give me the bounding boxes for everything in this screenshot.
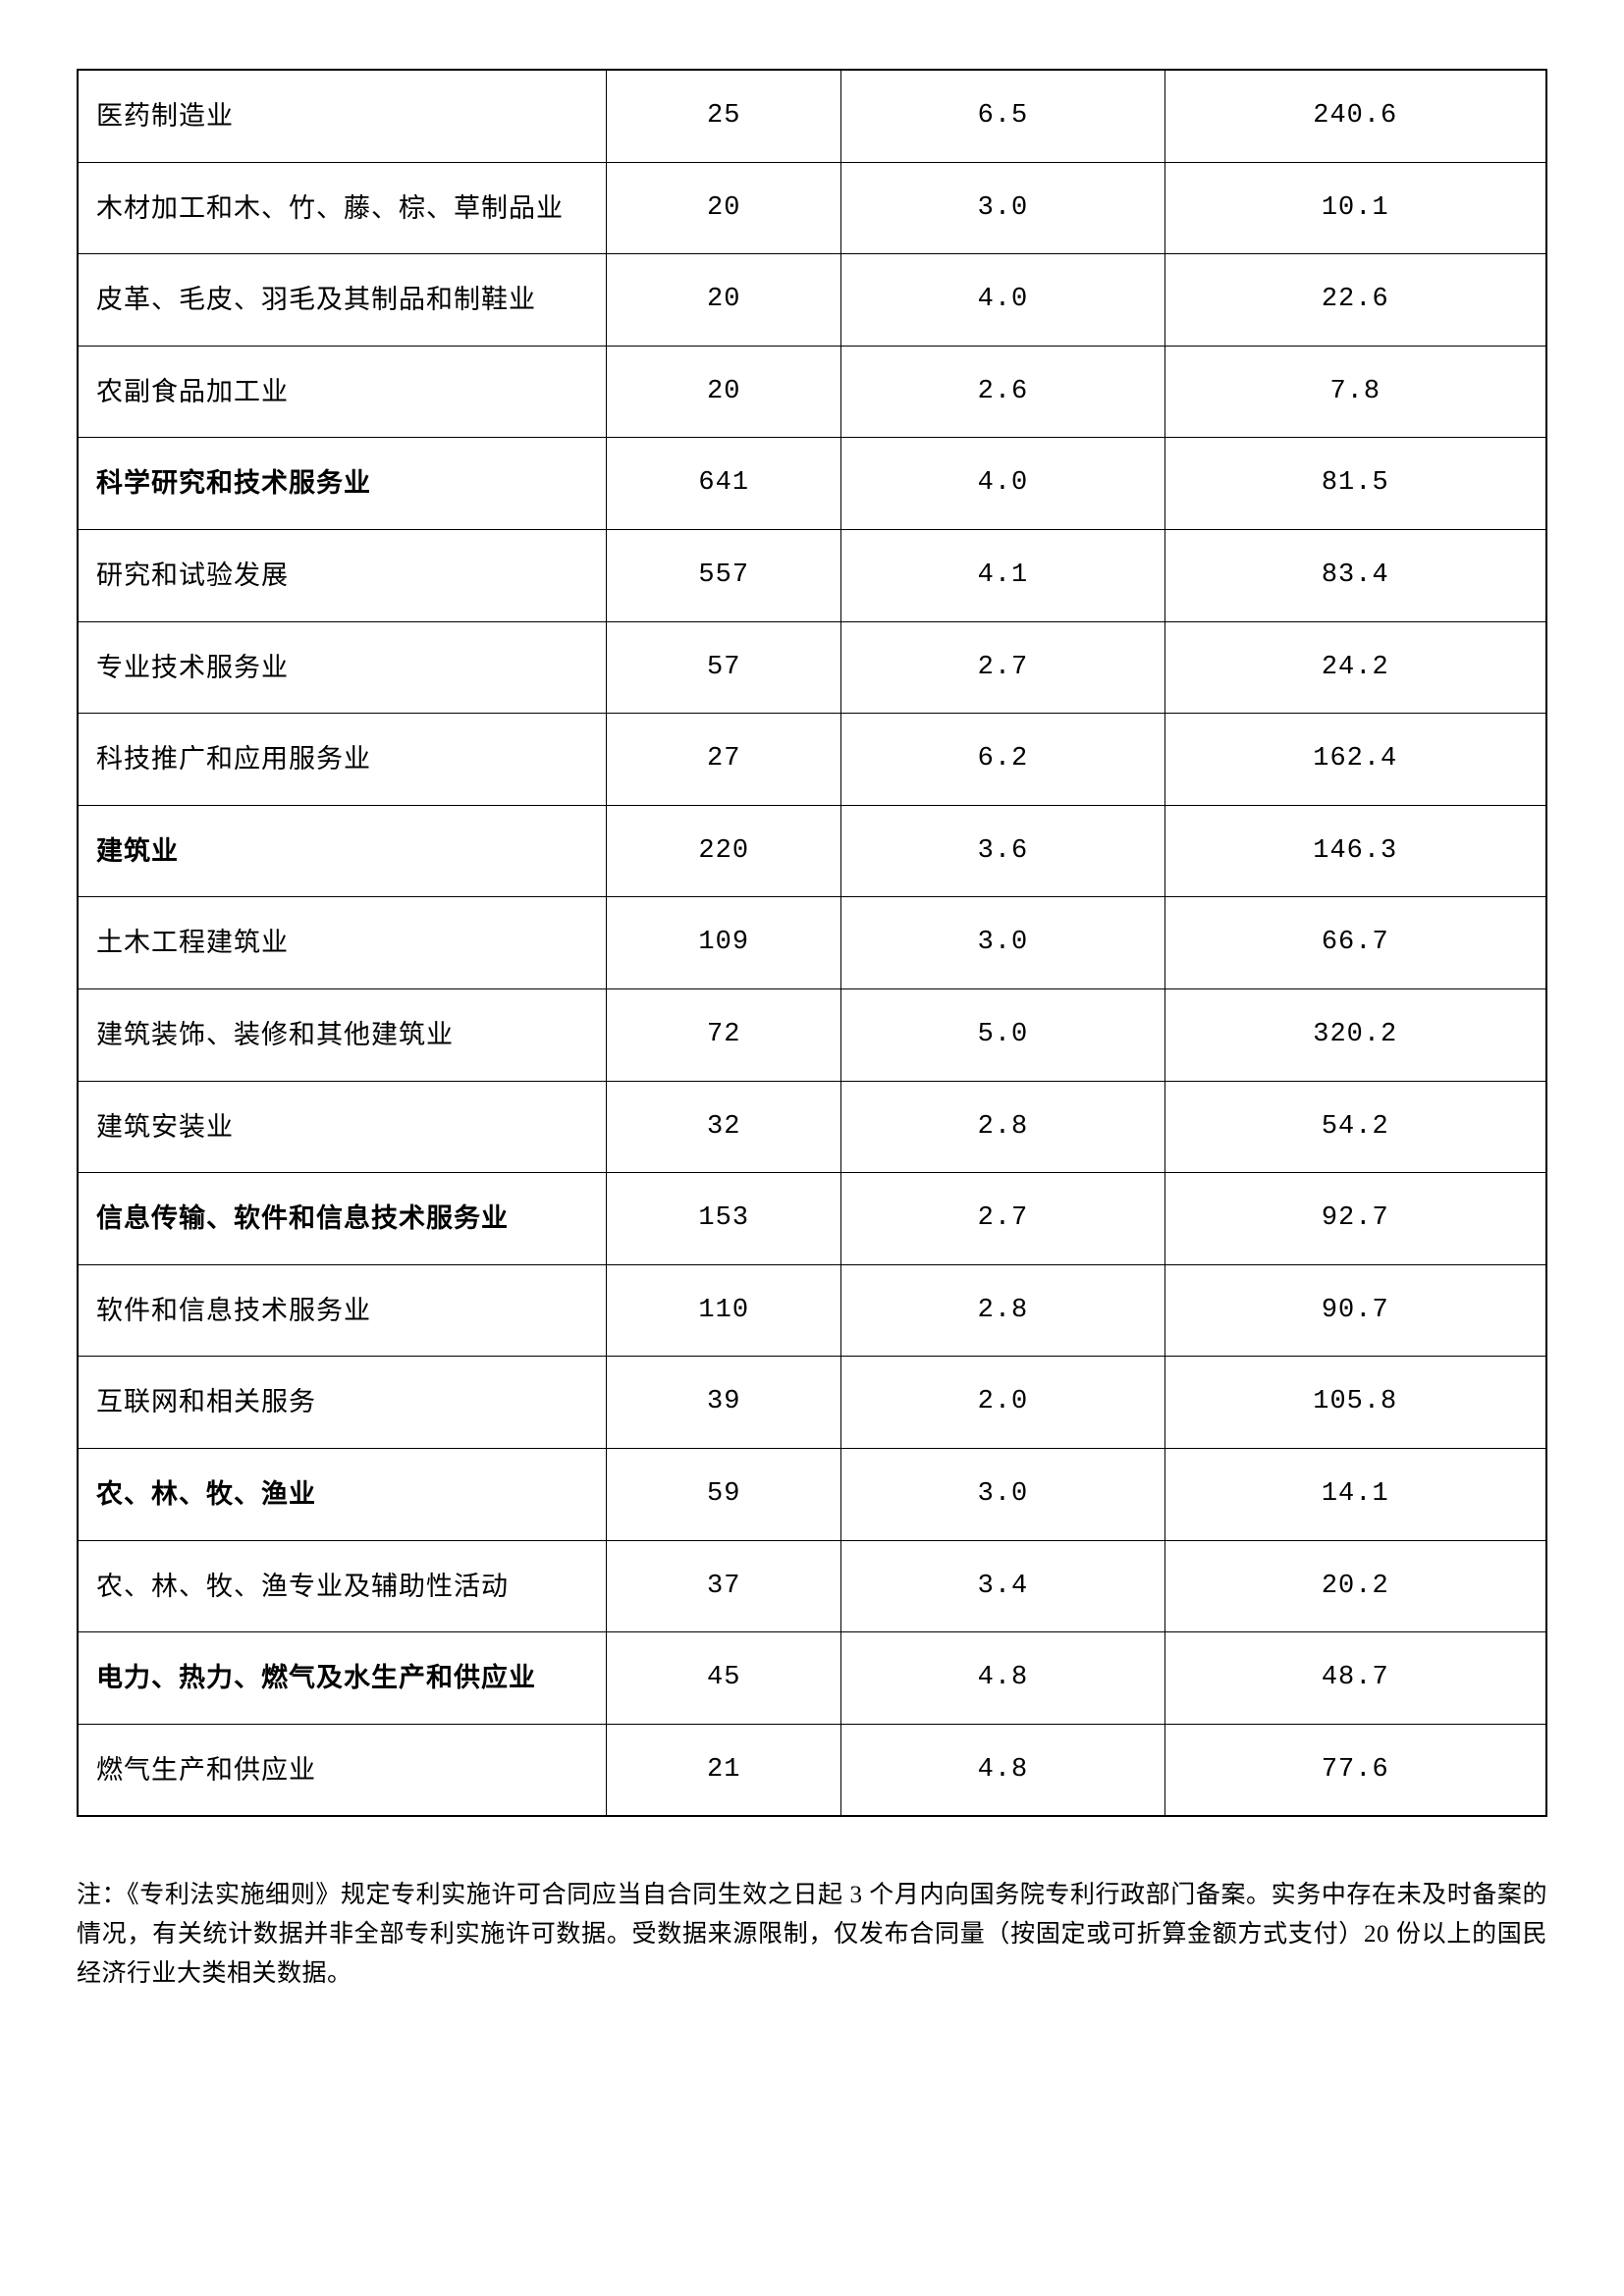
value-cell-3: 66.7	[1164, 897, 1546, 989]
value-cell-3: 81.5	[1164, 438, 1546, 530]
value-cell-2: 2.7	[841, 621, 1164, 714]
value-cell-1: 72	[607, 988, 841, 1081]
industry-name-cell: 研究和试验发展	[78, 529, 607, 621]
table-row: 专业技术服务业572.724.2	[78, 621, 1546, 714]
value-cell-3: 48.7	[1164, 1632, 1546, 1725]
table-row: 建筑安装业322.854.2	[78, 1081, 1546, 1173]
value-cell-3: 22.6	[1164, 254, 1546, 347]
value-cell-1: 20	[607, 346, 841, 438]
industry-name-cell: 建筑业	[78, 805, 607, 897]
value-cell-2: 2.8	[841, 1264, 1164, 1357]
industry-name-cell: 互联网和相关服务	[78, 1357, 607, 1449]
value-cell-1: 37	[607, 1540, 841, 1632]
value-cell-1: 20	[607, 254, 841, 347]
value-cell-3: 54.2	[1164, 1081, 1546, 1173]
value-cell-2: 4.8	[841, 1724, 1164, 1816]
table-row: 研究和试验发展5574.183.4	[78, 529, 1546, 621]
industry-name-cell: 建筑装饰、装修和其他建筑业	[78, 988, 607, 1081]
value-cell-3: 162.4	[1164, 714, 1546, 806]
table-row: 皮革、毛皮、羽毛及其制品和制鞋业204.022.6	[78, 254, 1546, 347]
value-cell-1: 20	[607, 162, 841, 254]
value-cell-1: 557	[607, 529, 841, 621]
industry-name-cell: 信息传输、软件和信息技术服务业	[78, 1173, 607, 1265]
value-cell-2: 5.0	[841, 988, 1164, 1081]
value-cell-3: 240.6	[1164, 70, 1546, 162]
value-cell-3: 14.1	[1164, 1448, 1546, 1540]
value-cell-2: 3.6	[841, 805, 1164, 897]
value-cell-2: 2.6	[841, 346, 1164, 438]
value-cell-3: 83.4	[1164, 529, 1546, 621]
value-cell-2: 4.8	[841, 1632, 1164, 1725]
table-row: 农、林、牧、渔业593.014.1	[78, 1448, 1546, 1540]
industry-name-cell: 科技推广和应用服务业	[78, 714, 607, 806]
industry-name-cell: 皮革、毛皮、羽毛及其制品和制鞋业	[78, 254, 607, 347]
value-cell-3: 24.2	[1164, 621, 1546, 714]
value-cell-3: 146.3	[1164, 805, 1546, 897]
footnote-text: 注：《专利法实施细则》规定专利实施许可合同应当自合同生效之日起 3 个月内向国务…	[77, 1876, 1547, 1994]
value-cell-1: 153	[607, 1173, 841, 1265]
table-row: 建筑装饰、装修和其他建筑业725.0320.2	[78, 988, 1546, 1081]
value-cell-2: 2.7	[841, 1173, 1164, 1265]
value-cell-1: 59	[607, 1448, 841, 1540]
value-cell-2: 4.0	[841, 254, 1164, 347]
industry-name-cell: 电力、热力、燃气及水生产和供应业	[78, 1632, 607, 1725]
industry-name-cell: 科学研究和技术服务业	[78, 438, 607, 530]
industry-name-cell: 农、林、牧、渔专业及辅助性活动	[78, 1540, 607, 1632]
value-cell-2: 3.4	[841, 1540, 1164, 1632]
value-cell-1: 110	[607, 1264, 841, 1357]
value-cell-3: 20.2	[1164, 1540, 1546, 1632]
table-row: 信息传输、软件和信息技术服务业1532.792.7	[78, 1173, 1546, 1265]
value-cell-2: 2.0	[841, 1357, 1164, 1449]
value-cell-2: 4.0	[841, 438, 1164, 530]
value-cell-2: 3.0	[841, 162, 1164, 254]
value-cell-2: 6.5	[841, 70, 1164, 162]
value-cell-3: 90.7	[1164, 1264, 1546, 1357]
value-cell-3: 92.7	[1164, 1173, 1546, 1265]
value-cell-3: 7.8	[1164, 346, 1546, 438]
value-cell-1: 220	[607, 805, 841, 897]
table-row: 互联网和相关服务392.0105.8	[78, 1357, 1546, 1449]
value-cell-2: 4.1	[841, 529, 1164, 621]
value-cell-1: 32	[607, 1081, 841, 1173]
table-row: 电力、热力、燃气及水生产和供应业454.848.7	[78, 1632, 1546, 1725]
value-cell-2: 6.2	[841, 714, 1164, 806]
industry-data-table: 医药制造业256.5240.6木材加工和木、竹、藤、棕、草制品业203.010.…	[77, 69, 1547, 1817]
value-cell-3: 105.8	[1164, 1357, 1546, 1449]
industry-name-cell: 软件和信息技术服务业	[78, 1264, 607, 1357]
table-row: 燃气生产和供应业214.877.6	[78, 1724, 1546, 1816]
value-cell-1: 57	[607, 621, 841, 714]
table-row: 科技推广和应用服务业276.2162.4	[78, 714, 1546, 806]
value-cell-1: 21	[607, 1724, 841, 1816]
value-cell-1: 45	[607, 1632, 841, 1725]
value-cell-1: 641	[607, 438, 841, 530]
value-cell-1: 109	[607, 897, 841, 989]
industry-name-cell: 木材加工和木、竹、藤、棕、草制品业	[78, 162, 607, 254]
table-row: 土木工程建筑业1093.066.7	[78, 897, 1546, 989]
industry-name-cell: 专业技术服务业	[78, 621, 607, 714]
table-row: 科学研究和技术服务业6414.081.5	[78, 438, 1546, 530]
table-row: 农副食品加工业202.67.8	[78, 346, 1546, 438]
table-row: 农、林、牧、渔专业及辅助性活动373.420.2	[78, 1540, 1546, 1632]
industry-name-cell: 医药制造业	[78, 70, 607, 162]
value-cell-1: 27	[607, 714, 841, 806]
value-cell-2: 2.8	[841, 1081, 1164, 1173]
table-body: 医药制造业256.5240.6木材加工和木、竹、藤、棕、草制品业203.010.…	[78, 70, 1546, 1816]
table-row: 建筑业2203.6146.3	[78, 805, 1546, 897]
industry-name-cell: 农副食品加工业	[78, 346, 607, 438]
value-cell-3: 320.2	[1164, 988, 1546, 1081]
value-cell-1: 39	[607, 1357, 841, 1449]
value-cell-2: 3.0	[841, 897, 1164, 989]
value-cell-1: 25	[607, 70, 841, 162]
industry-name-cell: 建筑安装业	[78, 1081, 607, 1173]
value-cell-3: 77.6	[1164, 1724, 1546, 1816]
value-cell-2: 3.0	[841, 1448, 1164, 1540]
table-row: 医药制造业256.5240.6	[78, 70, 1546, 162]
industry-name-cell: 农、林、牧、渔业	[78, 1448, 607, 1540]
industry-name-cell: 土木工程建筑业	[78, 897, 607, 989]
industry-name-cell: 燃气生产和供应业	[78, 1724, 607, 1816]
value-cell-3: 10.1	[1164, 162, 1546, 254]
table-row: 木材加工和木、竹、藤、棕、草制品业203.010.1	[78, 162, 1546, 254]
table-row: 软件和信息技术服务业1102.890.7	[78, 1264, 1546, 1357]
